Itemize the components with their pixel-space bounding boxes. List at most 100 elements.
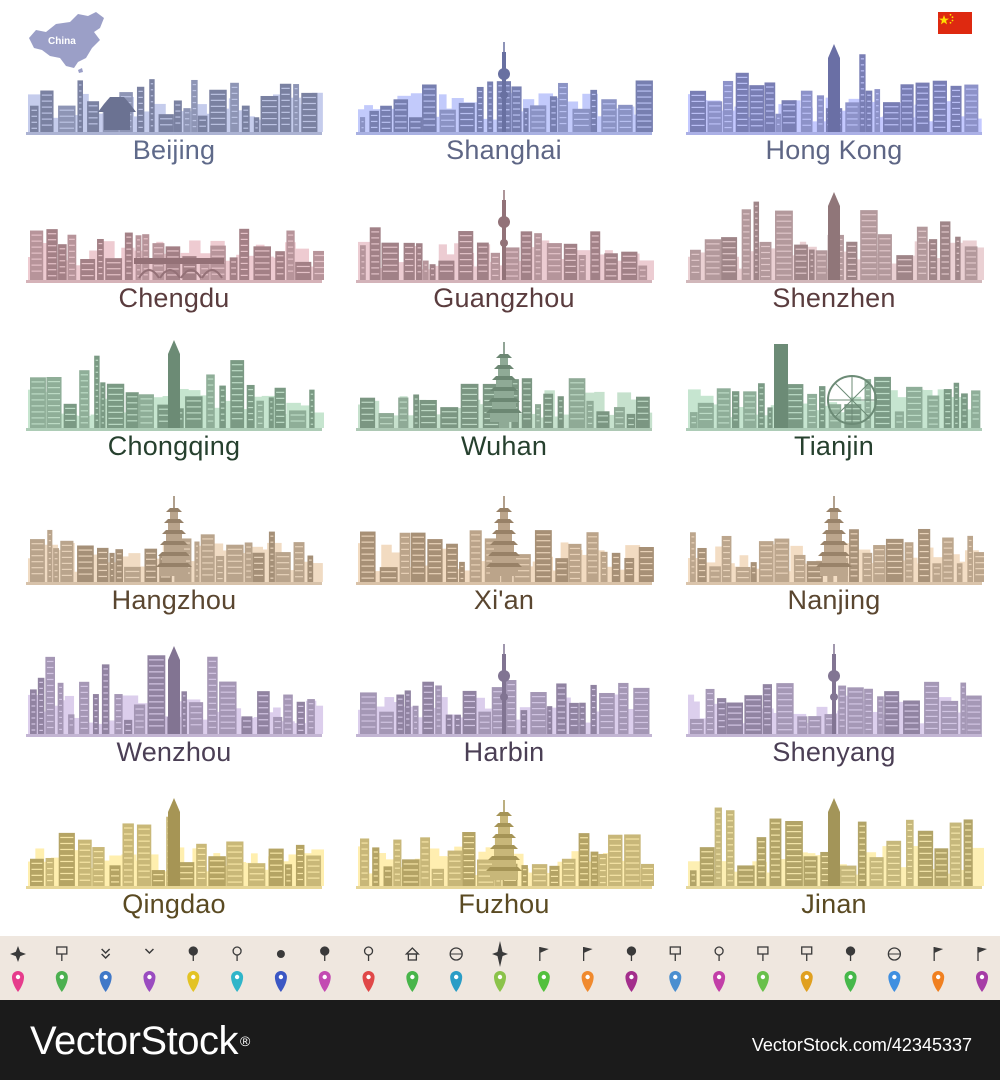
colored-pin-icon [537,971,550,992]
skyline-nanjing [686,496,984,585]
flag-icon [582,947,593,961]
china-flag-icon [938,12,972,34]
map-icons [10,941,988,992]
city-card-hangzhou: Hangzhou [24,490,324,640]
watermark-footer: VectorStock ® VectorStock.com/42345337 [0,1000,1000,1080]
skyline-xi-an [356,496,654,585]
colored-pin-icon [888,971,901,992]
city-card-hong-kong: Hong Kong [684,40,984,190]
thumbtack-icon [276,950,285,958]
skyline-qingdao [26,798,324,889]
city-name-nanjing: Nanjing [787,585,881,615]
flag-icon [977,947,987,961]
city-name-tianjin: Tianjin [794,431,874,461]
china-map: China [26,10,116,74]
city-card-tianjin: Tianjin [684,336,984,486]
pin-outline-icon [714,946,724,961]
colored-pin-icon [713,971,726,992]
city-name-shenyang: Shenyang [772,737,896,767]
globe-icon [449,947,463,961]
skyline-jinan [686,798,984,889]
city-name-beijing: Beijing [132,135,216,165]
city-name-jinan: Jinan [801,889,867,919]
sign-icon [801,946,813,961]
china-map-icon: China [29,12,104,73]
city-name-shenzhen: Shenzhen [772,283,896,313]
vectorstock-logo: VectorStock ® [30,1019,250,1063]
city-card-fuzhou: Fuzhou [354,794,654,944]
skyline-harbin [356,644,652,737]
pin-icon [188,946,198,961]
skyline-beijing [26,79,323,135]
city-card-guangzhou: Guangzhou [354,188,654,338]
skyline-guangzhou [356,190,654,283]
city-card-chengdu: Chengdu [24,188,324,338]
city-name-chengdu: Chengdu [118,283,230,313]
china-flag [938,12,972,34]
sign-icon [56,946,68,961]
city-card-shanghai: Shanghai [354,40,654,190]
city-name-fuzhou: Fuzhou [458,889,550,919]
colored-pin-icon [99,971,112,992]
flag-icon [933,947,944,961]
city-card-wuhan: Wuhan [354,336,654,486]
signpost-icon [669,946,681,961]
flag-icon [539,947,549,961]
colored-pin-icon [976,971,988,992]
city-card-nanjing: Nanjing [684,490,984,640]
city-name-hong-kong: Hong Kong [765,135,903,165]
city-name-chongqing: Chongqing [107,431,241,461]
star-pin-icon [626,946,637,961]
speech-pin-icon [845,946,856,961]
colored-pin-icon [932,971,945,992]
colored-pin-icon [143,971,156,992]
home-icon [404,947,420,961]
city-name-hangzhou: Hangzhou [111,585,237,615]
city-name-guangzhou: Guangzhou [433,283,575,313]
colored-pin-icon [494,971,506,992]
colored-pin-icon [844,971,857,992]
sign-icon [757,946,769,961]
skyline-hangzhou [26,496,323,585]
compass-star-icon [10,946,26,962]
colored-pin-icon [450,971,463,992]
city-card-harbin: Harbin [354,642,654,792]
city-card-qingdao: Qingdao [24,794,324,944]
colored-pin-icon [231,971,244,992]
colored-pin-icon [800,971,813,992]
city-card-shenyang: Shenyang [684,642,984,792]
city-card-shenzhen: Shenzhen [684,188,984,338]
globe-icon [887,947,902,961]
pin-outline-icon [363,946,374,961]
pin-icon [320,946,330,961]
skyline-hong-kong [686,44,982,135]
city-name-shanghai: Shanghai [446,135,562,165]
colored-pin-icon [406,971,419,992]
skyline-chongqing [26,340,324,431]
colored-pin-icon [625,971,638,992]
chevron-icon [144,948,154,955]
compass-rose-icon [492,941,508,967]
skyline-shenyang [686,644,982,737]
image-id: VectorStock.com/42345337 [751,1035,972,1055]
map-icon-strip [0,936,1000,1000]
city-name-qingdao: Qingdao [122,889,226,919]
colored-pin-icon [274,971,287,992]
city-card-wenzhou: Wenzhou [24,642,324,792]
city-card-jinan: Jinan [684,794,984,944]
city-name-wenzhou: Wenzhou [116,737,232,767]
city-card-beijing: Beijing [24,40,324,190]
chevron-double-icon [101,948,111,960]
city-card-xi-an: Xi'an [354,490,654,640]
colored-pin-icon [55,971,68,992]
city-card-chongqing: Chongqing [24,336,324,486]
city-name-wuhan: Wuhan [460,431,548,461]
skyline-wuhan [356,342,653,431]
skyline-tianjin [686,344,982,431]
colored-pin-icon [362,971,375,992]
colored-pin-icon [756,971,769,992]
colored-pin-icon [12,971,24,992]
colored-pin-icon [318,971,331,992]
skyline-fuzhou [356,800,654,889]
